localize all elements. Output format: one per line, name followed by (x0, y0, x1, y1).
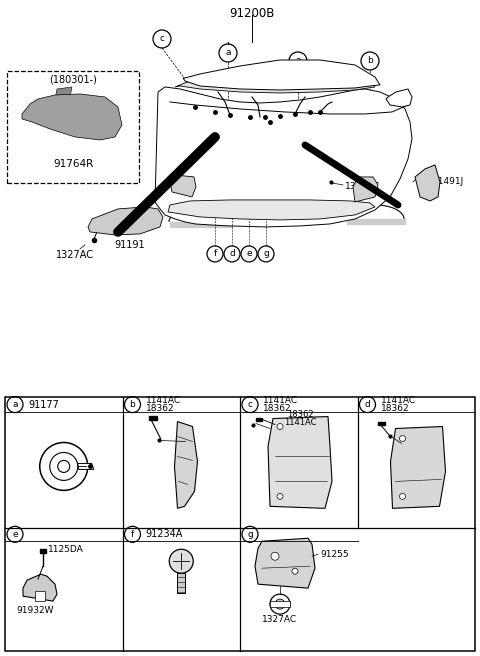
Polygon shape (155, 87, 412, 227)
Text: 91191: 91191 (115, 240, 145, 250)
Circle shape (169, 549, 193, 573)
Text: f: f (214, 249, 216, 258)
Bar (40, 549, 46, 553)
Polygon shape (183, 60, 380, 90)
Polygon shape (55, 87, 72, 99)
Text: 91200B: 91200B (229, 7, 275, 20)
Text: 18362: 18362 (145, 404, 174, 413)
Polygon shape (23, 574, 57, 601)
Text: 91491J: 91491J (432, 177, 463, 186)
Text: c: c (248, 400, 252, 409)
Text: g: g (263, 249, 269, 258)
Bar (256, 418, 262, 420)
Polygon shape (353, 177, 378, 202)
Circle shape (277, 424, 283, 430)
Bar (148, 415, 156, 420)
Circle shape (292, 568, 298, 574)
Text: 1327AC: 1327AC (263, 615, 298, 624)
Text: 91177: 91177 (28, 400, 59, 409)
Polygon shape (88, 207, 163, 235)
Circle shape (271, 552, 279, 560)
Text: e: e (12, 530, 18, 539)
Polygon shape (270, 601, 290, 607)
Circle shape (275, 599, 285, 609)
Text: 91764R: 91764R (53, 159, 93, 169)
Text: 1141AC: 1141AC (284, 418, 316, 427)
Text: 1327AC: 1327AC (56, 250, 94, 260)
Text: e: e (246, 249, 252, 258)
Circle shape (399, 436, 406, 441)
Text: 1141AC: 1141AC (145, 396, 180, 405)
Polygon shape (391, 426, 445, 508)
Text: g: g (247, 530, 253, 539)
Polygon shape (415, 165, 440, 201)
Text: 18362: 18362 (263, 404, 292, 413)
Bar (377, 422, 384, 424)
Text: a: a (295, 56, 301, 66)
Polygon shape (175, 422, 197, 508)
Text: 91234A: 91234A (145, 529, 183, 539)
Polygon shape (170, 175, 196, 197)
Text: 1141AC: 1141AC (263, 396, 298, 405)
Polygon shape (255, 539, 315, 588)
Text: b: b (367, 56, 373, 66)
Text: c: c (159, 35, 165, 43)
Circle shape (277, 493, 283, 499)
Text: a: a (12, 400, 18, 409)
Polygon shape (175, 67, 375, 93)
Polygon shape (177, 573, 185, 593)
Text: 1141AC: 1141AC (381, 396, 416, 405)
Text: 91255: 91255 (320, 550, 348, 559)
Text: 91932W: 91932W (16, 606, 54, 615)
Polygon shape (168, 200, 375, 220)
Text: 1125DA: 1125DA (48, 544, 84, 554)
Text: d: d (365, 400, 371, 409)
Polygon shape (22, 94, 122, 140)
Text: a: a (225, 49, 231, 58)
Circle shape (399, 493, 406, 499)
Text: 1327AC: 1327AC (345, 182, 380, 192)
Polygon shape (386, 89, 412, 107)
Text: b: b (130, 400, 135, 409)
Text: 18362: 18362 (381, 404, 409, 413)
Text: (180301-): (180301-) (49, 75, 97, 85)
Text: f: f (131, 530, 134, 539)
Text: d: d (229, 249, 235, 258)
Polygon shape (35, 591, 45, 601)
Polygon shape (78, 463, 94, 470)
Polygon shape (268, 417, 332, 508)
Text: 18362: 18362 (287, 410, 313, 419)
